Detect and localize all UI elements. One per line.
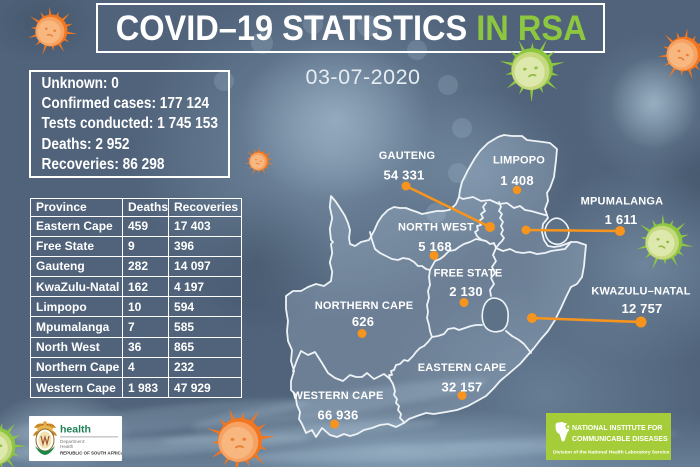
svg-text:LIMPOPO: LIMPOPO <box>493 155 545 167</box>
svg-text:GAUTENG: GAUTENG <box>379 150 435 162</box>
svg-text:66 936: 66 936 <box>318 408 359 423</box>
svg-text:REPUBLIC OF SOUTH AFRICA: REPUBLIC OF SOUTH AFRICA <box>60 451 122 456</box>
svg-text:626: 626 <box>352 314 374 329</box>
svg-text:FREE STATE: FREE STATE <box>434 268 503 280</box>
svg-text:54 331: 54 331 <box>384 168 425 183</box>
svg-text:32 157: 32 157 <box>442 380 483 395</box>
svg-text:EASTERN CAPE: EASTERN CAPE <box>418 362 507 374</box>
svg-text:2 130: 2 130 <box>449 284 483 299</box>
svg-text:NORTH WEST: NORTH WEST <box>398 222 474 234</box>
svg-text:health: health <box>60 424 91 436</box>
svg-text:COMMUNICABLE DISEASES: COMMUNICABLE DISEASES <box>572 436 668 443</box>
svg-text:KWAZULU–NATAL: KWAZULU–NATAL <box>591 286 690 298</box>
svg-text:MPUMALANGA: MPUMALANGA <box>581 196 664 208</box>
svg-text:NATIONAL INSTITUTE FOR: NATIONAL INSTITUTE FOR <box>572 425 662 432</box>
svg-text:Health: Health <box>60 444 74 449</box>
svg-text:Division of the National Healt: Division of the National Health Laborato… <box>553 450 670 456</box>
svg-text:Department:: Department: <box>60 439 85 444</box>
svg-text:WESTERN CAPE: WESTERN CAPE <box>292 390 383 402</box>
svg-text:1 611: 1 611 <box>605 212 638 227</box>
svg-text:1 408: 1 408 <box>500 173 534 188</box>
svg-text:5 168: 5 168 <box>418 239 452 254</box>
svg-text:12 757: 12 757 <box>622 301 663 316</box>
svg-text:NORTHERN CAPE: NORTHERN CAPE <box>315 300 414 312</box>
